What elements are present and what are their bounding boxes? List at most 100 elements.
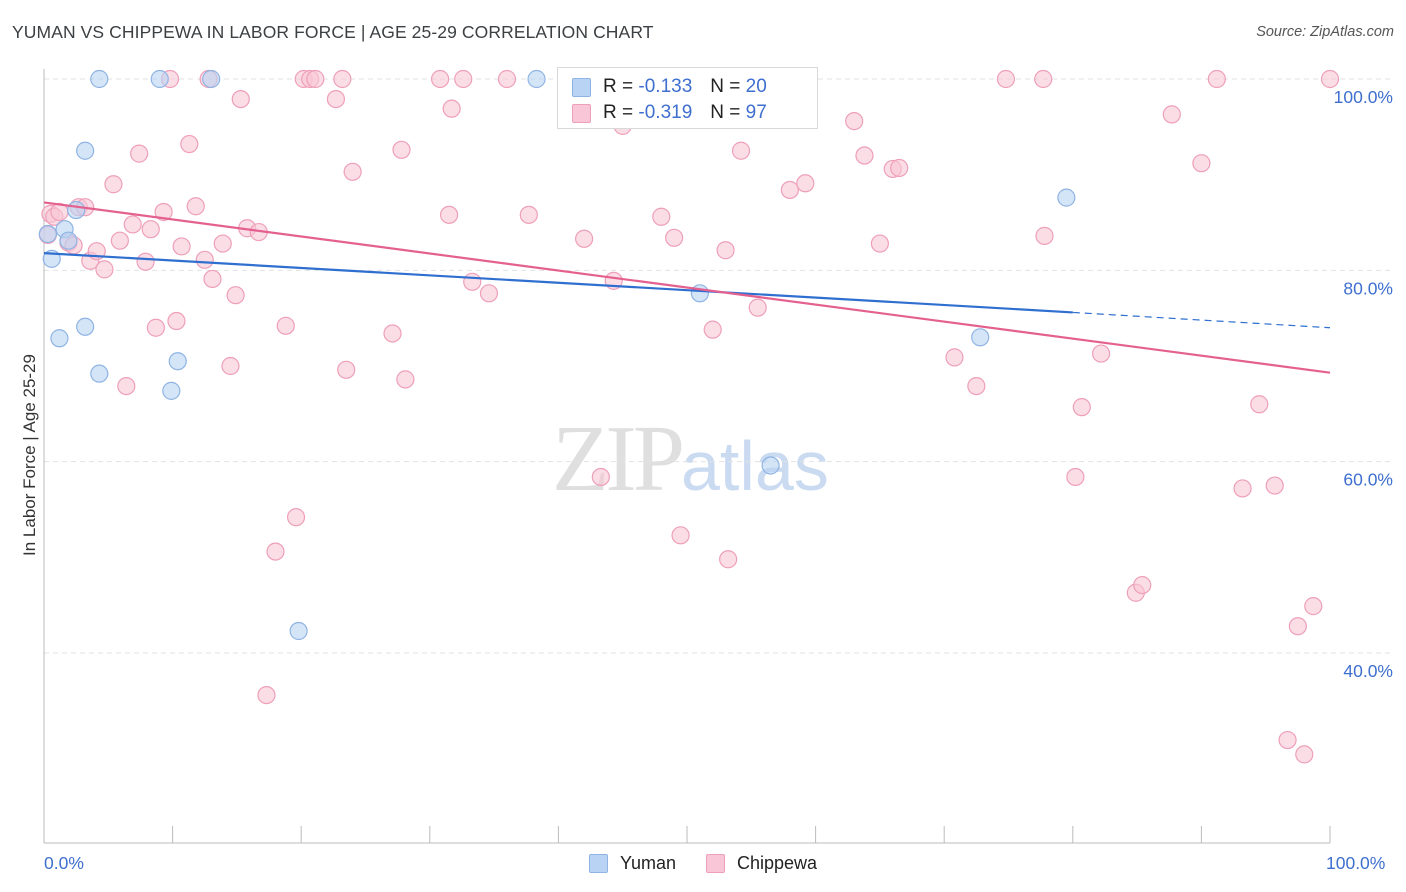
chippewa-point — [104, 175, 123, 194]
chippewa-point — [442, 99, 461, 118]
legend: Yuman Chippewa — [0, 853, 1406, 874]
chippewa-point — [748, 298, 767, 317]
x-tick-label-max: 100.0% — [1326, 853, 1386, 873]
yuman-point — [90, 364, 109, 383]
legend-label-chippewa: Chippewa — [736, 853, 818, 873]
y-tick-label: 80.0% — [1343, 278, 1393, 298]
chippewa-point — [780, 180, 799, 200]
chippewa-point — [396, 370, 415, 389]
x-tick-label-min: 0.0% — [44, 853, 84, 873]
chippewa-point — [1278, 730, 1297, 750]
chippewa-point — [343, 162, 362, 181]
y-tick-label: 40.0% — [1343, 661, 1393, 681]
y-tick-label: 100.0% — [1334, 87, 1393, 107]
chippewa-point — [665, 228, 684, 247]
chippewa-point — [890, 158, 909, 178]
yuman-point — [202, 69, 221, 89]
chippewa-point — [306, 69, 325, 89]
y-axis-label: In Labor Force | Age 25-29 — [20, 354, 39, 556]
chippewa-point — [203, 269, 222, 289]
chippewa-point — [671, 526, 690, 545]
yuman-point — [168, 352, 187, 371]
chippewa-point — [167, 311, 186, 331]
chippewa-point — [870, 234, 890, 253]
watermark: ZIPatlas — [552, 405, 829, 513]
yuman-point — [76, 317, 95, 336]
chippewa-point — [703, 320, 722, 339]
legend-label-yuman: Yuman — [619, 853, 676, 873]
chippewa-point — [221, 356, 240, 376]
chippewa-point — [392, 140, 411, 159]
chippewa-point — [855, 146, 874, 165]
chippewa-point — [1162, 105, 1181, 124]
r-value: -0.319 — [638, 102, 693, 123]
yuman-point — [690, 284, 709, 303]
y-tick-label: 60.0% — [1343, 470, 1393, 490]
chippewa-point — [110, 231, 129, 250]
chippewa-point — [1034, 69, 1053, 89]
r-label: R = — [603, 102, 634, 123]
chippewa-point — [95, 260, 114, 279]
chippewa-trend-line — [43, 201, 1331, 374]
n-value: 97 — [745, 102, 767, 123]
chippewa-point — [497, 69, 517, 89]
chippewa-point — [141, 220, 160, 239]
chippewa-point — [146, 318, 165, 337]
yuman-point — [971, 328, 990, 347]
n-label: N = — [710, 102, 741, 123]
chippewa-point — [195, 250, 214, 269]
chippewa-point — [1133, 575, 1152, 595]
chart-title: YUMAN VS CHIPPEWA IN LABOR FORCE | AGE 2… — [12, 22, 654, 42]
chippewa-point — [1295, 745, 1314, 764]
chippewa-point — [180, 134, 199, 154]
chippewa-point — [1250, 395, 1269, 414]
chippewa-point — [123, 215, 142, 234]
yuman-point — [527, 69, 546, 89]
chippewa-point — [213, 234, 232, 253]
yuman-point — [59, 231, 78, 250]
chippewa-point — [257, 685, 276, 705]
yuman-point — [50, 329, 69, 348]
yuman-point — [67, 200, 86, 220]
chippewa-point — [652, 207, 671, 226]
chippewa-point — [716, 241, 735, 260]
yuman-trend-line — [43, 252, 1073, 314]
yuman-point — [90, 69, 109, 89]
chippewa-point — [383, 324, 402, 343]
yuman-trend-extension — [1072, 311, 1331, 329]
chippewa-point — [337, 360, 356, 379]
chippewa-point — [333, 69, 352, 89]
chippewa-point — [1091, 344, 1111, 363]
yuman-point — [38, 224, 57, 244]
r-label: R = — [603, 76, 634, 97]
yuman-point — [76, 141, 95, 160]
chippewa-point — [1066, 467, 1085, 487]
chippewa-point — [1304, 597, 1323, 616]
chippewa-point — [731, 141, 751, 160]
chippewa-point — [1288, 617, 1307, 636]
chippewa-point — [186, 197, 205, 216]
chippewa-point — [1233, 479, 1252, 498]
watermark-zip: ZIP — [552, 407, 685, 511]
yuman-point — [761, 456, 780, 475]
yuman-swatch — [572, 77, 591, 97]
yuman-point — [150, 69, 169, 89]
yuman-point — [162, 381, 181, 400]
yuman-point — [1057, 188, 1076, 207]
chippewa-point — [719, 550, 738, 569]
chippewa-point — [454, 69, 473, 89]
stats-box: R = -0.133 N = 20 R = -0.319 N = 97 — [557, 67, 818, 129]
chippewa-point — [1207, 69, 1226, 89]
chippewa-point — [1265, 476, 1284, 495]
chippewa-point — [591, 467, 610, 487]
legend-item-chippewa: Chippewa — [705, 853, 818, 874]
yuman-point — [289, 621, 308, 641]
chippewa-point — [172, 237, 191, 256]
chippewa-point — [945, 348, 964, 367]
chippewa-point — [575, 229, 594, 248]
chippewa-point — [439, 205, 459, 224]
chippewa-point — [130, 144, 149, 163]
chippewa-point — [154, 202, 173, 222]
chippewa-point — [276, 316, 295, 335]
chippewa-point — [430, 69, 450, 89]
